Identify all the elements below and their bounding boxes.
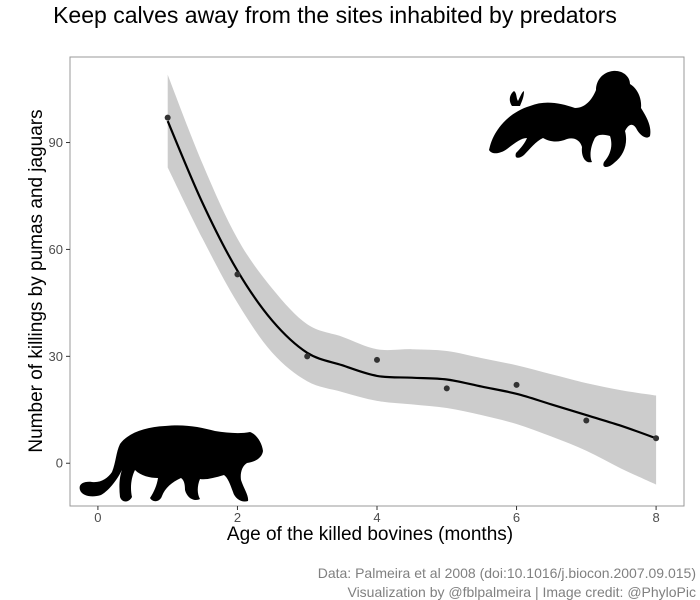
data-point [234, 271, 241, 278]
y-tick-label: 30 [49, 349, 63, 364]
x-tick-label: 8 [652, 510, 659, 525]
jaguar-silhouette-icon [489, 70, 651, 167]
data-point [374, 356, 380, 363]
caption-credits: Visualization by @fblpalmeira | Image cr… [347, 584, 696, 600]
y-tick-label: 90 [49, 135, 63, 150]
data-point [513, 381, 520, 388]
y-tick-label: 0 [56, 456, 63, 471]
y-axis-title: Number of killings by pumas and jaguars [26, 109, 47, 452]
data-point [443, 385, 450, 392]
plot-panel [69, 56, 685, 507]
x-axis-title: Age of the killed bovines (months) [227, 524, 513, 545]
points-layer [164, 114, 660, 442]
smooth-line [166, 120, 657, 440]
confidence-ribbon [167, 74, 657, 485]
data-point [304, 353, 311, 360]
chart-title: Keep calves away from the sites inhabite… [53, 2, 617, 28]
data-point [164, 114, 171, 121]
x-tick-label: 2 [234, 510, 241, 525]
y-tick-label: 60 [49, 242, 63, 257]
x-tick-label: 6 [513, 510, 520, 525]
x-axis: 0 2 4 6 8 [94, 506, 660, 525]
x-tick-label: 4 [373, 510, 380, 525]
data-point [653, 435, 660, 442]
data-point [583, 417, 590, 424]
caption-data-source: Data: Palmeira et al 2008 (doi:10.1016/j… [318, 565, 696, 581]
x-tick-label: 0 [94, 510, 101, 525]
puma-silhouette-icon [79, 425, 264, 502]
y-axis: 0 30 60 90 [49, 135, 70, 471]
